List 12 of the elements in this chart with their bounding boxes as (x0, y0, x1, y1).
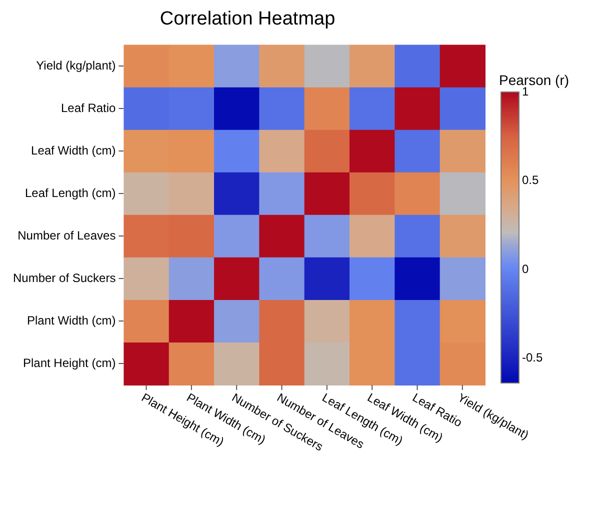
color-bar-label: 0 (522, 262, 529, 276)
y-tick-label: Yield (kg/plant) (36, 58, 116, 72)
color-bar-label: -0.5 (522, 350, 544, 364)
y-tick-label: Leaf Width (cm) (31, 143, 116, 158)
y-tick-label: Leaf Length (cm) (24, 186, 116, 200)
y-tick-label: Plant Width (cm) (27, 314, 116, 328)
y-tick-label: Plant Height (cm) (23, 356, 116, 370)
y-tick-label: Number of Leaves (18, 228, 116, 242)
chart-title: Correlation Heatmap (160, 8, 336, 30)
y-tick-label: Leaf Ratio (61, 100, 116, 115)
color-bar-label: 0.5 (522, 173, 540, 188)
y-tick-label: Number of Suckers (13, 271, 116, 285)
